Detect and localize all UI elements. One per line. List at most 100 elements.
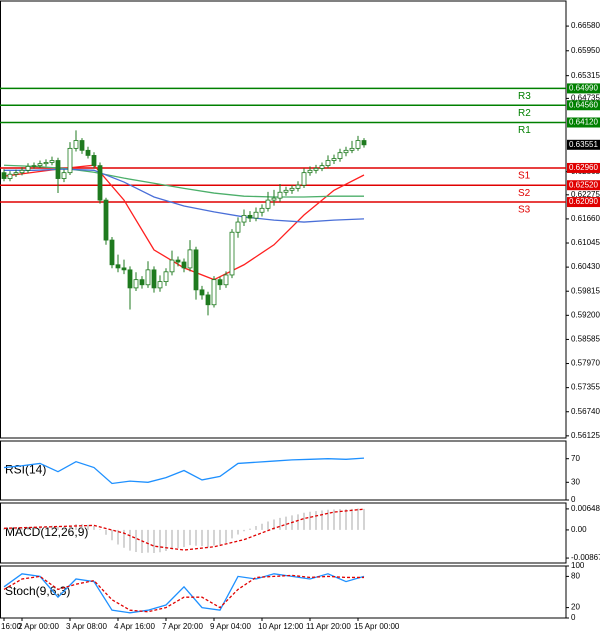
y-tick-label: 0.56740 (571, 407, 600, 416)
x-tick-label: 16:00 (1, 622, 22, 631)
indicator-line (3, 457, 365, 485)
indicator-line (4, 168, 365, 223)
y-tick-label: 0.65315 (571, 71, 600, 80)
panel-frame (0, 0, 567, 439)
candle-body (235, 221, 241, 233)
x-tick-label: 11 Apr 20:00 (306, 622, 351, 631)
candle-body (301, 172, 307, 186)
x-tick-label: 4 Apr 16:00 (114, 622, 155, 631)
x-tick-label: 7 Apr 20:00 (162, 622, 203, 631)
candle-body (61, 172, 67, 179)
candle-body (115, 264, 121, 269)
candle-body (283, 189, 289, 193)
indicator-line (3, 508, 365, 551)
x-tick-label: 15 Apr 00:00 (354, 622, 400, 631)
indicator-line (3, 574, 364, 613)
candle-body (7, 173, 13, 179)
level-name: R2 (518, 108, 531, 119)
candle-body (103, 199, 109, 241)
y-tick-label: 0.57355 (571, 383, 600, 392)
level-price-label: 0.64120 (569, 118, 598, 127)
level-price-label: 0.62090 (569, 197, 598, 206)
x-tick-label: 9 Apr 04:00 (210, 622, 251, 631)
candle-body (247, 214, 253, 219)
candle-body (79, 140, 85, 151)
y-tick-label: 0.65950 (571, 46, 600, 55)
candle-body (145, 269, 151, 286)
x-tick-label: 2 Apr 00:00 (18, 622, 59, 631)
candle-body (211, 279, 217, 306)
candle-body (199, 289, 205, 296)
panel-frame (0, 440, 567, 501)
y-tick-label: 0.00 (571, 525, 587, 534)
candle-body (13, 172, 19, 175)
y-tick-label: -0.008677 (571, 553, 600, 562)
candle-body (127, 269, 133, 289)
x-tick-label: 10 Apr 12:00 (258, 622, 304, 631)
candle-body (265, 199, 271, 209)
candle-body (349, 147, 355, 151)
y-tick-label: 0.66580 (571, 21, 600, 30)
candle-body (67, 147, 73, 174)
candle-body (241, 214, 247, 223)
y-tick-label: 0.61045 (571, 238, 600, 247)
candle-body (133, 279, 139, 289)
y-tick-label: 70 (571, 454, 580, 463)
panel-frame (0, 565, 567, 619)
level-name: S2 (518, 188, 531, 199)
candle-body (187, 249, 193, 269)
y-tick-label: 0 (571, 495, 576, 504)
candle-body (175, 259, 181, 263)
candle-body (25, 165, 31, 171)
candle-body (97, 165, 103, 201)
y-tick-label: 30 (571, 477, 580, 486)
candle-body (277, 191, 283, 199)
candle-body (313, 167, 319, 171)
panel-title: Stoch(9,6,3) (5, 584, 70, 598)
y-tick-label: 20 (571, 603, 580, 612)
candle-body (259, 207, 265, 213)
y-tick-label: 0 (571, 613, 576, 622)
level-name: S1 (518, 171, 531, 182)
candle-body (169, 259, 175, 273)
y-tick-label: 0.59200 (571, 310, 600, 319)
y-tick-label: 100 (571, 561, 585, 570)
candle-body (205, 294, 211, 306)
candle-body (307, 169, 313, 174)
candle-body (319, 165, 325, 169)
candle-body (85, 149, 91, 156)
level-price-label: 0.64560 (569, 100, 598, 109)
level-price-box (567, 117, 600, 128)
candle-body (37, 163, 43, 167)
candle-body (55, 160, 61, 179)
y-tick-label: 0.56125 (571, 431, 600, 440)
candle-body (91, 155, 97, 167)
candle-body (337, 152, 343, 159)
candle-body (43, 162, 49, 165)
level-name: R1 (518, 125, 531, 136)
candle-body (157, 281, 163, 289)
last-price-box (567, 139, 600, 150)
level-price-box (567, 180, 600, 191)
candle-body (295, 184, 301, 189)
candle-body (193, 249, 199, 291)
last-price-label: 0.63551 (569, 140, 598, 149)
level-name: R3 (518, 91, 531, 102)
y-tick-label: 0.006481 (571, 504, 600, 513)
candle-body (151, 269, 157, 289)
level-price-box (567, 197, 600, 208)
candle-body (181, 261, 187, 269)
candle-body (229, 231, 235, 276)
y-tick-label: 0.60430 (571, 262, 600, 271)
candle-body (139, 279, 145, 286)
candle-body (223, 274, 229, 286)
candle-body (361, 140, 367, 146)
candle-body (271, 197, 277, 201)
indicator-line (3, 164, 364, 198)
level-name: S3 (518, 205, 531, 216)
candle-body (325, 160, 331, 167)
level-price-label: 0.64990 (569, 84, 598, 93)
panel-frame (0, 502, 567, 564)
candle-body (217, 279, 223, 286)
